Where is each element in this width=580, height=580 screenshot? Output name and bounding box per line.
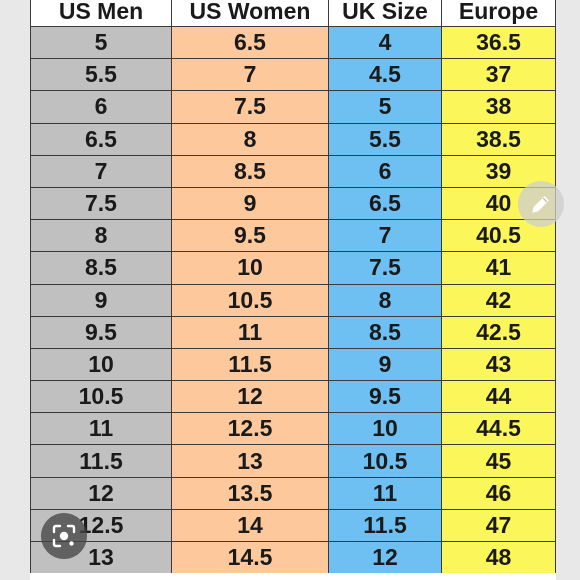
- cell-us-men: 8: [30, 219, 172, 253]
- header-us-men: US Men: [30, 0, 172, 27]
- cell-uk-size: 9.5: [328, 380, 442, 414]
- table-row: 12 13.5 11 46: [30, 476, 556, 510]
- cell-us-men: 12: [30, 476, 172, 510]
- cell-europe: 39: [441, 154, 556, 188]
- shoe-size-table: US Men US Women UK Size Europe 5 6.5 4 36.5…: [30, 0, 556, 575]
- cell-us-men: 5.5: [30, 58, 172, 92]
- cell-us-women: 12: [171, 380, 329, 414]
- bottom-edge: [30, 573, 556, 580]
- cell-us-men: 5: [30, 25, 172, 60]
- cell-europe: 43: [441, 347, 556, 382]
- cell-europe: 42.5: [441, 315, 556, 349]
- header-us-women: US Women: [171, 0, 329, 27]
- cell-us-men: 6.5: [30, 122, 172, 156]
- cell-europe: 44.5: [441, 412, 556, 446]
- cell-europe: 47: [441, 508, 556, 543]
- table-row: 12.5 14 11.5 47: [30, 508, 556, 543]
- cell-europe: 45: [441, 444, 556, 478]
- table-row: 8 9.5 7 40.5: [30, 219, 556, 253]
- cell-us-men: 9: [30, 283, 172, 317]
- cell-europe: 44: [441, 380, 556, 414]
- cell-uk-size: 8: [328, 283, 442, 317]
- cell-uk-size: 6: [328, 154, 442, 188]
- cell-europe: 38.5: [441, 122, 556, 156]
- cell-uk-size: 8.5: [328, 315, 442, 349]
- table-row: 9 10.5 8 42: [30, 283, 556, 317]
- visual-search-button[interactable]: [41, 513, 87, 559]
- cell-us-women: 14: [171, 508, 329, 543]
- cell-europe: 46: [441, 476, 556, 510]
- table-row: 6 7.5 5 38: [30, 90, 556, 124]
- table-row: 11 12.5 10 44.5: [30, 412, 556, 446]
- cell-us-women: 6.5: [171, 25, 329, 60]
- cell-uk-size: 10: [328, 412, 442, 446]
- cell-us-women: 10: [171, 251, 329, 285]
- cell-us-women: 8.5: [171, 154, 329, 188]
- cell-us-men: 10.5: [30, 380, 172, 414]
- cell-europe: 41: [441, 251, 556, 285]
- table-row: 6.5 8 5.5 38.5: [30, 122, 556, 156]
- cell-uk-size: 4.5: [328, 58, 442, 92]
- edit-button[interactable]: [518, 181, 564, 227]
- cell-us-women: 9.5: [171, 219, 329, 253]
- cell-uk-size: 4: [328, 25, 442, 60]
- header-row: US Men US Women UK Size Europe: [30, 0, 556, 27]
- cell-us-men: 11: [30, 412, 172, 446]
- cell-us-men: 7.5: [30, 186, 172, 221]
- cell-uk-size: 11.5: [328, 508, 442, 543]
- header-europe: Europe: [441, 0, 556, 27]
- cell-europe: 36.5: [441, 25, 556, 60]
- table-row: 10 11.5 9 43: [30, 347, 556, 382]
- cell-us-women: 9: [171, 186, 329, 221]
- cell-us-men: 7: [30, 154, 172, 188]
- cell-us-women: 13: [171, 444, 329, 478]
- cell-us-men: 9.5: [30, 315, 172, 349]
- header-uk-size: UK Size: [328, 0, 442, 27]
- cell-us-women: 7: [171, 58, 329, 92]
- table-row: 8.5 10 7.5 41: [30, 251, 556, 285]
- cell-uk-size: 12: [328, 540, 442, 575]
- size-chart-sheet: US Men US Women UK Size Europe 5 6.5 4 36.5…: [30, 0, 556, 580]
- cell-uk-size: 10.5: [328, 444, 442, 478]
- table-row: 9.5 11 8.5 42.5: [30, 315, 556, 349]
- cell-us-women: 10.5: [171, 283, 329, 317]
- cell-us-women: 14.5: [171, 540, 329, 575]
- size-rows: 5 6.5 4 36.5 5.5 7 4.5 37 6 7.5 5 38 6.5 8 5.5 38.5 7 8.5…: [30, 25, 556, 575]
- cell-europe: 48: [441, 540, 556, 575]
- cell-us-women: 8: [171, 122, 329, 156]
- cell-us-women: 12.5: [171, 412, 329, 446]
- cell-uk-size: 5.5: [328, 122, 442, 156]
- table-row: 7 8.5 6 39: [30, 154, 556, 188]
- cell-us-women: 7.5: [171, 90, 329, 124]
- cell-us-women: 11.5: [171, 347, 329, 382]
- table-row: 5.5 7 4.5 37: [30, 58, 556, 92]
- cell-uk-size: 5: [328, 90, 442, 124]
- cell-uk-size: 7: [328, 219, 442, 253]
- pencil-icon: [532, 196, 549, 213]
- lens-icon: [52, 524, 76, 548]
- table-row: 13 14.5 12 48: [30, 540, 556, 575]
- cell-us-men: 13: [30, 540, 172, 575]
- cell-europe: 42: [441, 283, 556, 317]
- cell-us-women: 11: [171, 315, 329, 349]
- cell-us-men: 6: [30, 90, 172, 124]
- left-margin: [0, 0, 30, 580]
- right-margin: [556, 0, 580, 580]
- table-row: 11.5 13 10.5 45: [30, 444, 556, 478]
- table-row: 10.5 12 9.5 44: [30, 380, 556, 414]
- cell-europe: 37: [441, 58, 556, 92]
- cell-uk-size: 6.5: [328, 186, 442, 221]
- cell-europe: 38: [441, 90, 556, 124]
- cell-uk-size: 11: [328, 476, 442, 510]
- table-row: 5 6.5 4 36.5: [30, 25, 556, 60]
- cell-us-men: 8.5: [30, 251, 172, 285]
- cell-us-women: 13.5: [171, 476, 329, 510]
- table-row: 7.5 9 6.5 40: [30, 186, 556, 221]
- cell-us-men: 11.5: [30, 444, 172, 478]
- cell-us-men: 10: [30, 347, 172, 382]
- cell-uk-size: 9: [328, 347, 442, 382]
- cell-uk-size: 7.5: [328, 251, 442, 285]
